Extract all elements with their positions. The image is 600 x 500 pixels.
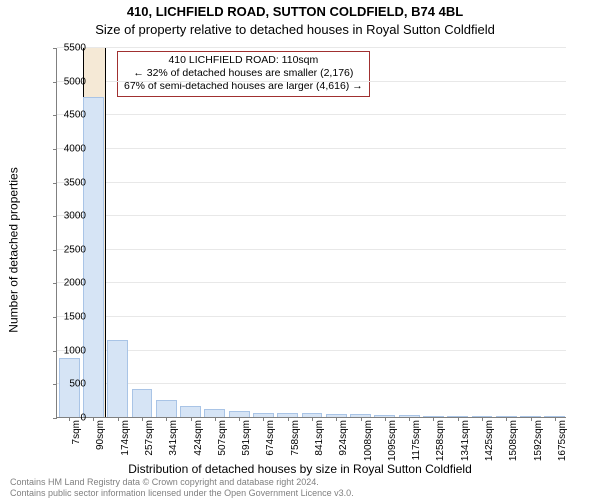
bar [156, 400, 177, 417]
y-tick-label: 4500 [46, 110, 86, 121]
gridline [57, 383, 566, 384]
bar [107, 340, 128, 417]
x-tick-label: 841sqm [314, 420, 325, 456]
legend-line3: 67% of semi-detached houses are larger (… [124, 80, 363, 93]
gridline [57, 215, 566, 216]
legend-box: 410 LICHFIELD ROAD: 110sqm ← 32% of deta… [117, 51, 370, 97]
gridline [57, 249, 566, 250]
x-tick-label: 1592sqm [533, 420, 544, 461]
bar [83, 97, 104, 417]
x-tick-label: 174sqm [120, 420, 131, 456]
x-tick-label: 1675sqm [557, 420, 568, 461]
x-tick-mark [409, 417, 410, 421]
x-tick-mark [215, 417, 216, 421]
x-tick-mark [288, 417, 289, 421]
legend-line2: ← 32% of detached houses are smaller (2,… [124, 67, 363, 80]
y-tick-label: 4000 [46, 143, 86, 154]
y-axis-label: Number of detached properties [7, 167, 21, 332]
bar [180, 406, 201, 417]
x-tick-label: 1508sqm [508, 420, 519, 461]
footer-text: Contains HM Land Registry data © Crown c… [10, 477, 354, 498]
x-tick-label: 924sqm [338, 420, 349, 456]
x-tick-label: 758sqm [290, 420, 301, 456]
x-tick-label: 1341sqm [460, 420, 471, 461]
x-tick-label: 7sqm [71, 420, 82, 444]
plot-area: 410 LICHFIELD ROAD: 110sqm ← 32% of deta… [56, 48, 566, 418]
x-tick-mark [482, 417, 483, 421]
gridline [57, 282, 566, 283]
x-tick-mark [531, 417, 532, 421]
x-tick-label: 424sqm [193, 420, 204, 456]
x-tick-label: 257sqm [144, 420, 155, 456]
y-tick-label: 3000 [46, 211, 86, 222]
x-tick-mark [555, 417, 556, 421]
gridline [57, 81, 566, 82]
y-tick-label: 3500 [46, 177, 86, 188]
gridline [57, 114, 566, 115]
footer-line1: Contains HM Land Registry data © Crown c… [10, 477, 354, 487]
x-tick-mark [239, 417, 240, 421]
x-tick-mark [458, 417, 459, 421]
x-tick-label: 1425sqm [484, 420, 495, 461]
chart-title-line1: 410, LICHFIELD ROAD, SUTTON COLDFIELD, B… [0, 4, 590, 19]
x-tick-label: 507sqm [217, 420, 228, 456]
y-tick-label: 2500 [46, 244, 86, 255]
x-tick-label: 1258sqm [435, 420, 446, 461]
legend-line1: 410 LICHFIELD ROAD: 110sqm [124, 54, 363, 67]
y-axis-label-container: Number of detached properties [6, 0, 22, 500]
x-tick-mark [385, 417, 386, 421]
x-tick-mark [361, 417, 362, 421]
bar [204, 409, 225, 417]
y-tick-label: 5000 [46, 76, 86, 87]
x-tick-label: 341sqm [168, 420, 179, 456]
chart-title-line2: Size of property relative to detached ho… [0, 22, 590, 37]
footer-line2: Contains public sector information licen… [10, 488, 354, 498]
gridline [57, 148, 566, 149]
x-tick-mark [142, 417, 143, 421]
x-tick-label: 591sqm [241, 420, 252, 456]
x-tick-label: 1095sqm [387, 420, 398, 461]
y-tick-label: 5500 [46, 43, 86, 54]
x-tick-mark [191, 417, 192, 421]
x-tick-label: 1008sqm [363, 420, 374, 461]
x-tick-label: 90sqm [95, 420, 106, 450]
gridline [57, 47, 566, 48]
gridline [57, 316, 566, 317]
gridline [57, 182, 566, 183]
x-axis-label: Distribution of detached houses by size … [0, 462, 600, 476]
x-tick-mark [118, 417, 119, 421]
chart-container: 410, LICHFIELD ROAD, SUTTON COLDFIELD, B… [0, 0, 600, 500]
y-tick-label: 1500 [46, 312, 86, 323]
bar [132, 389, 153, 417]
x-tick-mark [312, 417, 313, 421]
gridline [57, 350, 566, 351]
x-tick-label: 1175sqm [411, 420, 422, 460]
y-tick-label: 1000 [46, 345, 86, 356]
y-tick-label: 500 [46, 379, 86, 390]
x-tick-label: 674sqm [265, 420, 276, 456]
y-tick-label: 2000 [46, 278, 86, 289]
